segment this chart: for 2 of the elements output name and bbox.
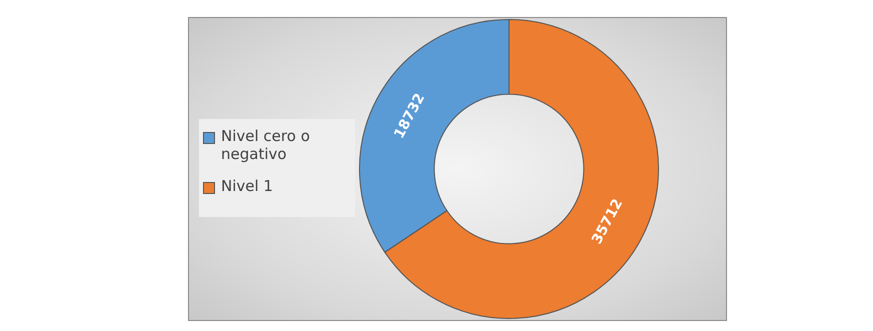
legend-label: Nivel cero o negativo [221, 127, 311, 163]
legend-label: Nivel 1 [221, 177, 273, 195]
